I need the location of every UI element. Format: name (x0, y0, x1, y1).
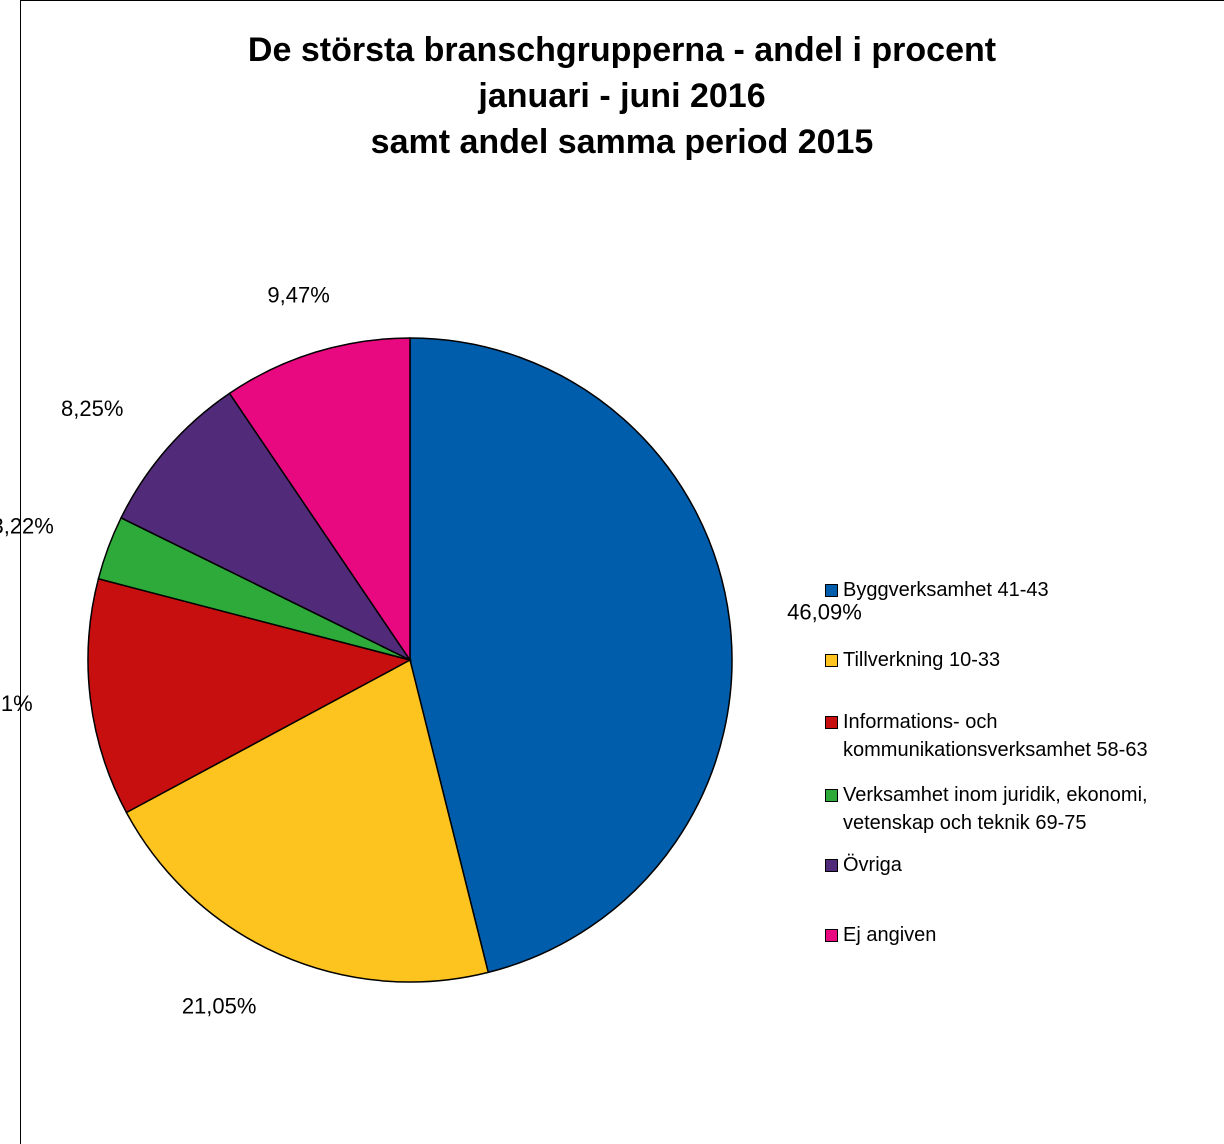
legend-item: Övriga (825, 851, 1224, 879)
legend-label: Tillverkning 10-33 (843, 649, 1001, 671)
pie-slice (120, 392, 413, 662)
data-label: 3,22% (0, 513, 54, 538)
legend-item: Tillverkning 10-33 (825, 646, 1224, 674)
legend-label: Övriga (843, 854, 902, 876)
chart-title: De största branschgrupperna - andel i pr… (248, 31, 996, 69)
legend-swatch (825, 584, 838, 597)
pie-slice (125, 658, 490, 983)
chart-title: januari - juni 2016 (477, 77, 765, 115)
legend-swatch (825, 716, 838, 729)
pie-slice (228, 337, 411, 663)
legend-label: Verksamhet inom juridik, ekonomi, vetens… (843, 784, 1148, 834)
legend-label: Informations- och kommunikationsverksamh… (843, 711, 1148, 761)
data-label: 11,91% (0, 691, 33, 716)
data-label: 21,05% (182, 993, 257, 1018)
legend-label: Byggverksamhet 41-43 (843, 579, 1049, 601)
data-label: 9,47% (267, 283, 329, 308)
legend-item: Informations- och kommunikationsverksamh… (825, 708, 1224, 764)
legend-item: Ej angiven (825, 921, 1224, 949)
data-label: 8,25% (61, 396, 123, 421)
legend-item: Verksamhet inom juridik, ekonomi, vetens… (825, 781, 1224, 837)
legend-swatch (825, 929, 838, 942)
legend-swatch (825, 654, 838, 667)
legend-label: Ej angiven (843, 924, 937, 946)
pie-slice (409, 337, 733, 974)
legend-swatch (825, 789, 838, 802)
chart-title: samt andel samma period 2015 (371, 123, 874, 161)
data-label: 46,09% (787, 599, 862, 624)
legend-item: Byggverksamhet 41-43 (825, 576, 1224, 604)
pie-slice (87, 577, 413, 814)
legend-swatch (825, 859, 838, 872)
